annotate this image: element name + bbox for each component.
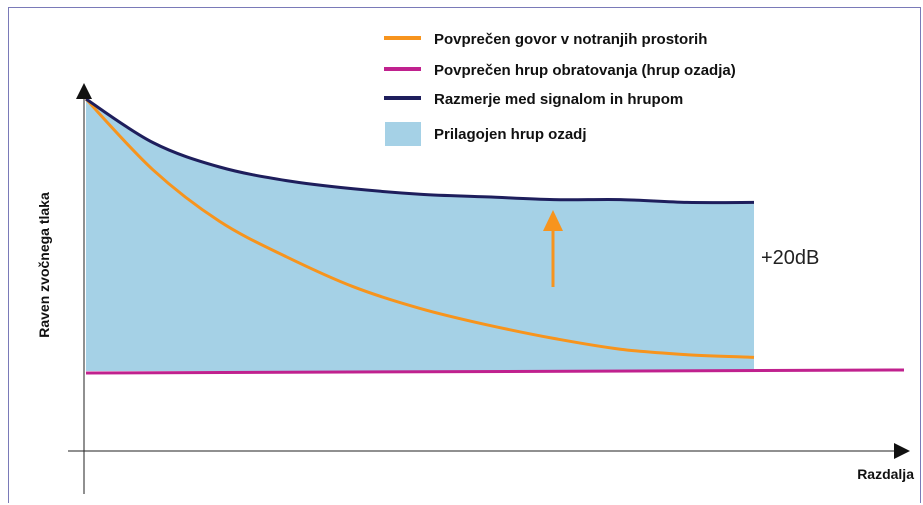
legend-label-snr: Razmerje med signalom in hrupom [434,91,683,108]
legend-label-area: Prilagojen hrup ozadj [434,126,587,143]
area-fill [86,99,754,371]
chart-frame [8,7,921,503]
y-axis-arrow [76,83,92,99]
legend-swatch-area [385,122,421,146]
legend: Povprečen govor v notranjih prostorih Po… [384,31,736,146]
legend-label-noise: Povprečen hrup obratovanja (hrup ozadja) [434,62,736,79]
series-line-snr [85,97,755,205]
legend-label-speech: Povprečen govor v notranjih prostorih [434,31,707,48]
increase-arrow-head [543,210,563,231]
x-axis-arrow [894,443,910,459]
x-axis-label: Razdalja [857,466,914,482]
y-axis-label: Raven zvočnega tlaka [36,192,52,338]
annotation-label: +20dB [761,247,819,269]
series-line-speech [84,97,755,359]
series-line-background-noise [85,368,905,375]
